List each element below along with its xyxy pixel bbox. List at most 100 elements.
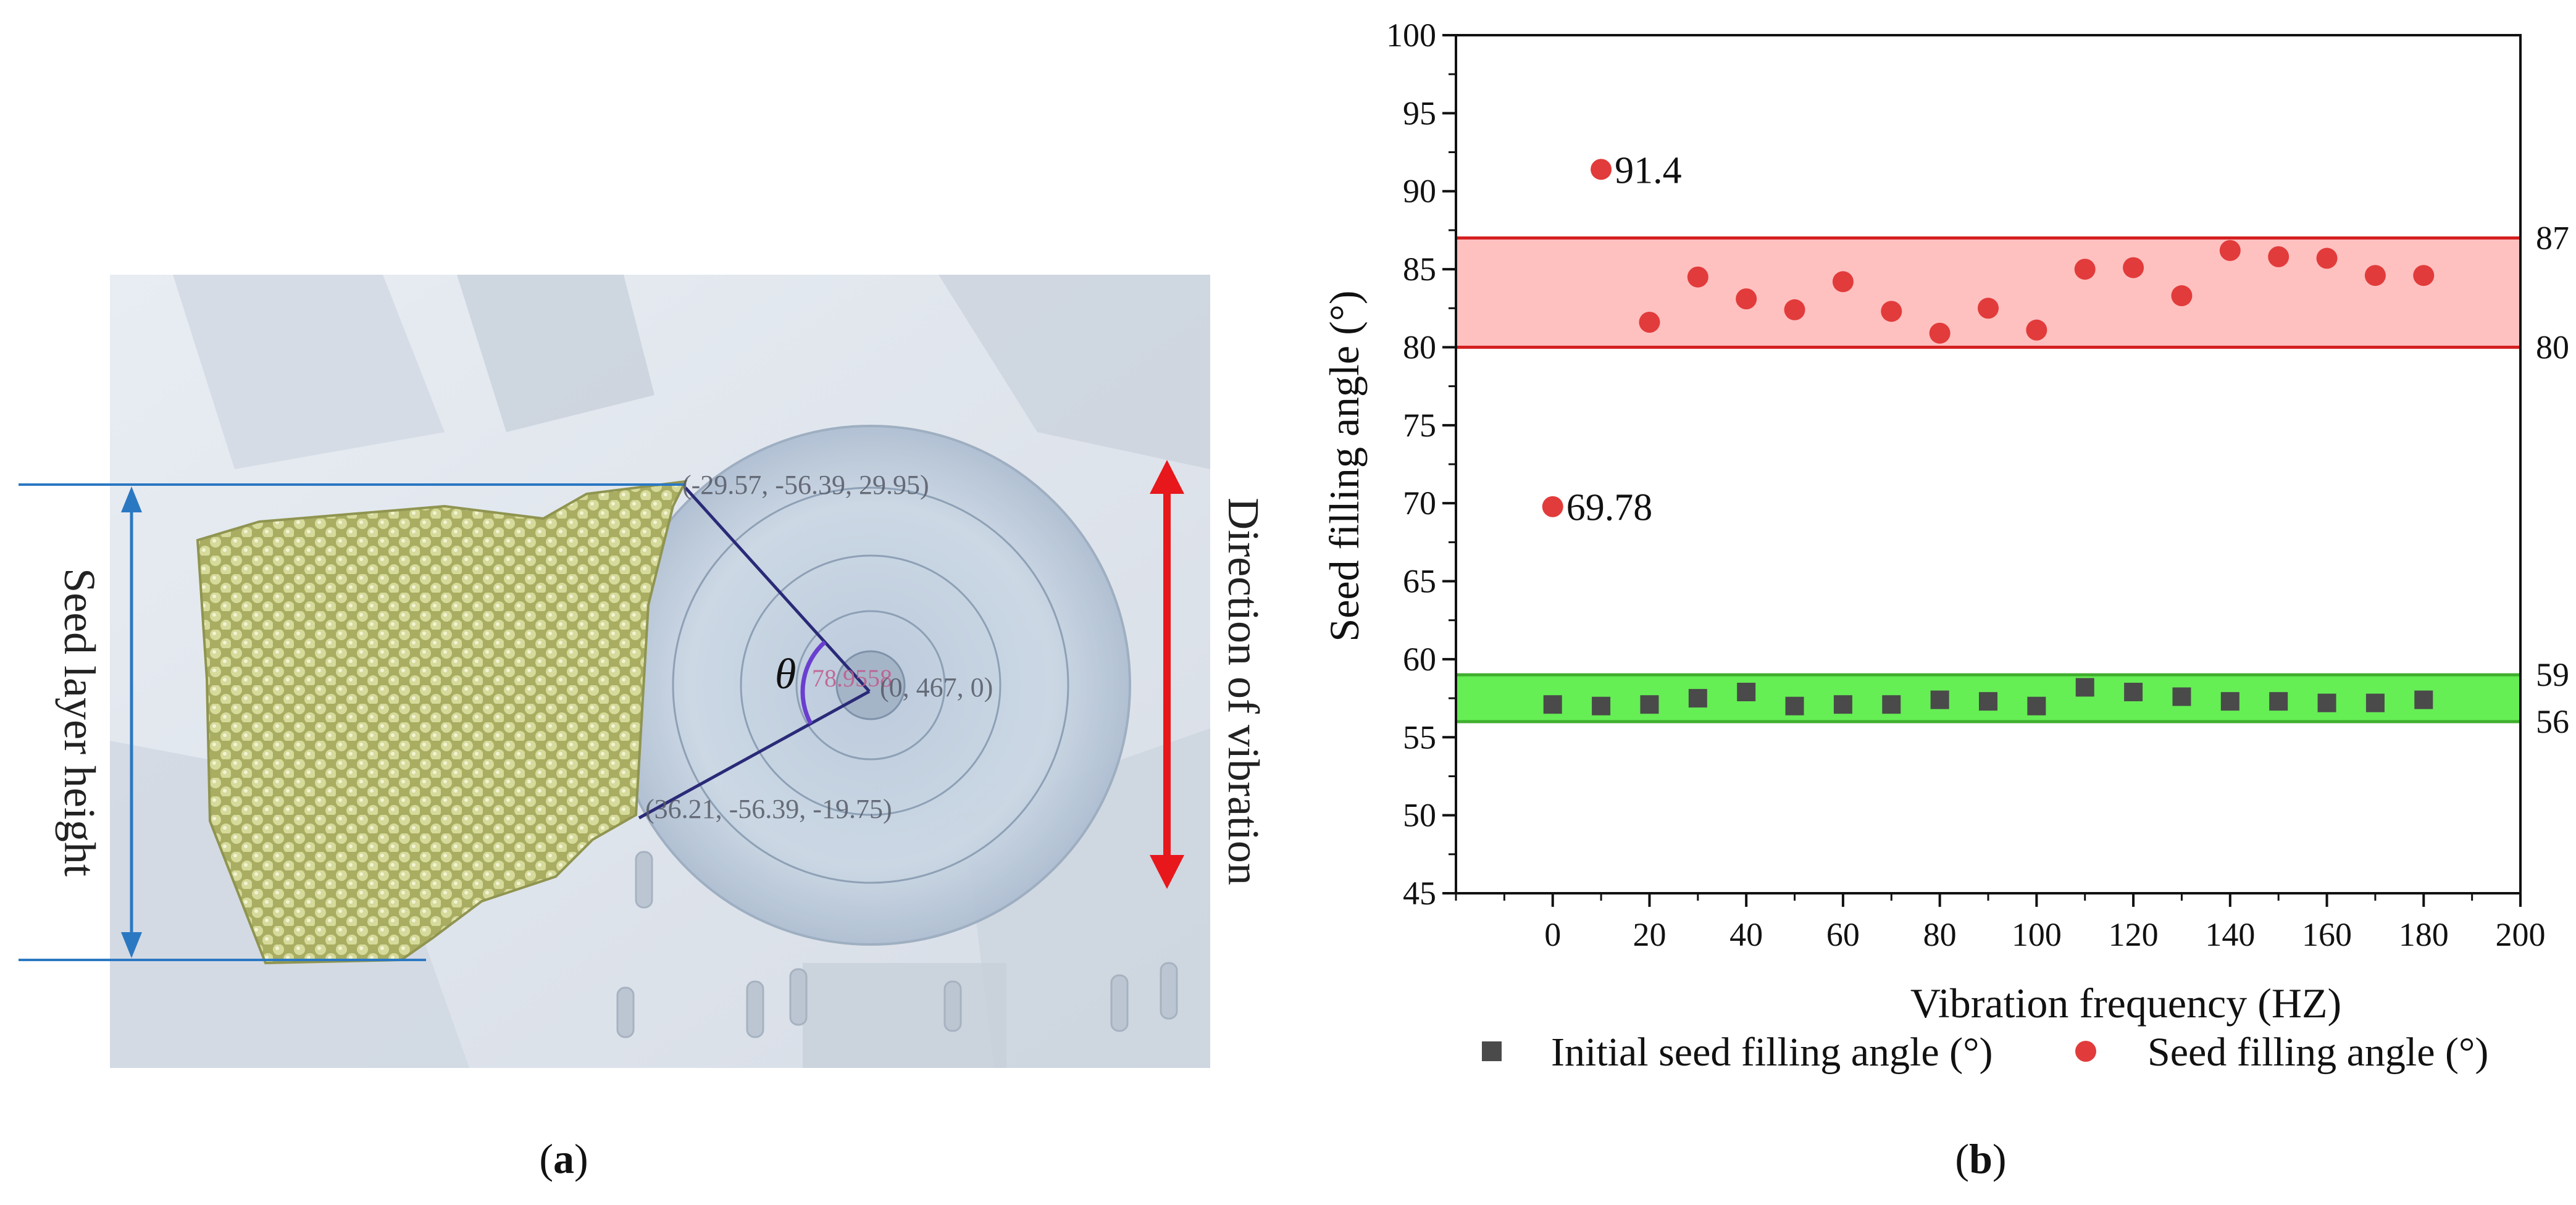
x-tick-label: 100 — [2012, 916, 2062, 953]
data-point-initial — [1930, 690, 1949, 709]
data-point-initial — [1979, 692, 1997, 711]
seed-disc-ring — [795, 610, 946, 761]
theta-symbol: θ — [775, 651, 796, 698]
y-tick-label: 45 — [1403, 875, 1436, 912]
seed-disc-ring — [740, 554, 1002, 816]
machine-plate — [803, 963, 1006, 1068]
angle-line-bottom — [638, 690, 871, 820]
data-point-seed — [2268, 246, 2290, 267]
data-point-seed — [1929, 322, 1951, 344]
data-point-seed — [2171, 285, 2193, 307]
x-tick-label: 160 — [2302, 916, 2352, 953]
band-1-upper-label: 59 — [2536, 656, 2569, 693]
machine-plate — [173, 275, 445, 469]
direction-of-vibration-label: Direction of vibration — [1219, 498, 1268, 885]
data-point-initial — [1543, 695, 1562, 714]
data-point-seed — [2026, 319, 2047, 341]
data-point-initial — [1640, 695, 1659, 714]
x-tick-label: 200 — [2496, 916, 2546, 953]
data-point-seed — [1639, 312, 1660, 333]
y-axis-title: Seed filling angle (°) — [1321, 290, 1368, 641]
seed-layer-height-label: Seed layer height — [55, 568, 104, 877]
legend-label-seed: Seed filling angle (°) — [2147, 1030, 2488, 1075]
data-label: 69.78 — [1566, 487, 1653, 529]
machine-plate — [939, 275, 1210, 469]
machine-pins — [616, 851, 1178, 1038]
data-point-seed — [2123, 257, 2144, 278]
data-point-seed — [2413, 265, 2435, 286]
data-point-seed — [1736, 288, 1757, 310]
y-tick-label: 70 — [1403, 485, 1436, 522]
machine-plate — [457, 275, 654, 432]
vibration-arrowhead-top — [1150, 460, 1184, 494]
panel-b-caption: (b) — [1955, 1135, 2006, 1182]
band-0 — [1456, 238, 2520, 348]
axes-layer: 45 50 55 60 65 70 75 80 85 90 95 100 0 20 40 60 80 100 120… — [1386, 17, 2546, 953]
y-tick-label: 55 — [1403, 719, 1436, 756]
x-tick-label: 0 — [1544, 916, 1561, 953]
data-point-seed — [2316, 248, 2338, 269]
data-point-initial — [2075, 678, 2094, 697]
legend-marker-seed — [2075, 1041, 2096, 1062]
x-tick-label: 180 — [2399, 916, 2449, 953]
data-point-seed — [2074, 259, 2096, 280]
marks-layer — [1542, 159, 2435, 715]
band-0-lower-label: 80 — [2536, 328, 2569, 365]
labels-layer: 87 80 59 56 91.4 69.78 — [1566, 149, 2569, 740]
band-1-lower-label: 56 — [2536, 703, 2569, 740]
data-point-initial — [2172, 687, 2191, 706]
data-point-seed — [2219, 240, 2241, 261]
angle-line-top — [684, 486, 871, 693]
data-point-initial — [2220, 692, 2239, 711]
y-tick-label: 100 — [1386, 17, 1436, 54]
data-label: 91.4 — [1615, 149, 1682, 191]
data-point-seed — [1591, 159, 1612, 180]
data-point-initial — [2027, 696, 2046, 715]
x-tick-label: 20 — [1633, 916, 1666, 953]
seed-pile — [196, 480, 688, 965]
point-bottom-label: (36.21, -56.39, -19.75) — [645, 794, 892, 824]
y-tick-label: 80 — [1403, 328, 1436, 365]
data-point-initial — [1688, 689, 1707, 708]
point-top-label: (-29.57, -56.39, 29.95) — [682, 470, 929, 500]
bands-layer — [1456, 236, 2520, 723]
height-arrowhead-top — [121, 486, 142, 512]
point-center-label: (0, 467, 0) — [880, 672, 993, 703]
y-tick-label: 90 — [1403, 173, 1436, 210]
y-tick-label: 85 — [1403, 251, 1436, 288]
y-tick-label: 65 — [1403, 563, 1436, 600]
y-tick-label: 75 — [1403, 407, 1436, 444]
data-point-initial — [1882, 695, 1901, 714]
data-point-initial — [1737, 682, 1756, 701]
data-point-initial — [2414, 690, 2433, 709]
data-point-initial — [1592, 696, 1611, 715]
x-tick-label: 120 — [2109, 916, 2159, 953]
data-point-seed — [1687, 266, 1708, 288]
legend: Initial seed filling angle (°) Seed fill… — [1482, 1030, 2488, 1075]
height-arrowhead-bottom — [121, 932, 142, 958]
data-point-initial — [1785, 696, 1804, 715]
x-tick-label: 40 — [1729, 916, 1763, 953]
data-point-initial — [2365, 693, 2385, 712]
legend-label-initial: Initial seed filling angle (°) — [1551, 1030, 1993, 1075]
y-tick-label: 60 — [1403, 641, 1436, 678]
x-axis-title: Vibration frequency (HZ) — [1910, 980, 2341, 1027]
legend-marker-initial — [1482, 1041, 1502, 1061]
x-tick-label: 140 — [2205, 916, 2255, 953]
data-point-seed — [1784, 299, 1805, 320]
x-tick-label: 60 — [1826, 916, 1860, 953]
data-point-initial — [1833, 695, 1852, 714]
angle-value: 78.9558 — [812, 664, 892, 692]
data-point-initial — [2124, 682, 2143, 701]
data-point-seed — [1542, 496, 1563, 517]
data-point-seed — [1978, 298, 1999, 319]
band-0-upper-label: 87 — [2536, 220, 2569, 257]
seed-disc-ring — [672, 486, 1069, 884]
panel-b-chart: 45 50 55 60 65 70 75 80 85 90 95 100 0 20 40 60 80 100 120… — [1321, 17, 2569, 1182]
data-point-seed — [1881, 301, 1902, 322]
data-point-initial — [2269, 692, 2288, 711]
panel-a-caption: (a) — [539, 1135, 588, 1182]
seed-disc-hub — [835, 650, 906, 720]
data-point-initial — [2317, 693, 2336, 712]
